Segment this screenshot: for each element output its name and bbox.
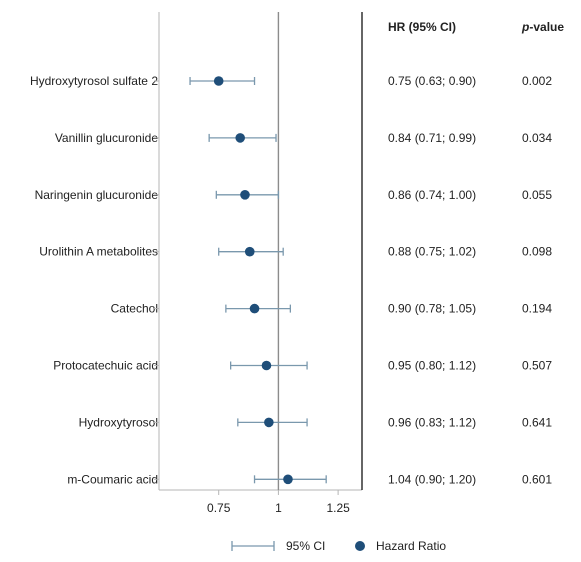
p-value: 0.641 xyxy=(522,415,552,429)
hazard-ratio-point xyxy=(261,360,272,371)
pvalue-column-header: p-value xyxy=(521,20,564,34)
hr-ci-value: 0.95 (0.80; 1.12) xyxy=(388,359,476,373)
x-tick-label: 1 xyxy=(275,501,282,515)
p-value: 0.601 xyxy=(522,472,552,486)
forest-row: Catechol 0.90 (0.78; 1.05) 0.194 xyxy=(111,302,553,316)
hazard-ratio-point xyxy=(283,474,293,485)
hr-ci-value: 0.84 (0.71; 0.99) xyxy=(388,131,476,145)
p-value: 0.507 xyxy=(522,359,552,373)
x-tick-label: 1.25 xyxy=(326,501,350,515)
forest-row: Naringenin glucuronide 0.86 (0.74; 1.00) 0… xyxy=(35,188,553,202)
hazard-ratio-point xyxy=(235,133,245,143)
p-value: 0.034 xyxy=(522,131,552,145)
row-label: m-Coumaric acid xyxy=(67,472,158,486)
forest-row: Vanillin glucuronide 0.84 (0.71; 0.99) 0.0… xyxy=(55,131,553,145)
forest-row: Hydroxytyrosol sulfate 2 0.75 (0.63; 0.90… xyxy=(30,74,552,88)
hazard-ratio-point xyxy=(213,76,224,86)
hazard-ratio-point xyxy=(240,190,250,200)
hr-ci-value: 1.04 (0.90; 1.20) xyxy=(388,472,476,486)
forest-row: Hydroxytyrosol 0.96 (0.83; 1.12) 0.641 xyxy=(79,415,553,429)
forest-row: m-Coumaric acid 1.04 (0.90; 1.20) 0.601 xyxy=(67,472,552,486)
row-label: Vanillin glucuronide xyxy=(55,131,159,145)
forest-row: Urolithin A metabolites 0.88 (0.75; 1.02)… xyxy=(39,245,552,259)
legend: 95% CI Hazard Ratio xyxy=(231,539,446,553)
p-value: 0.194 xyxy=(522,302,552,316)
hazard-ratio-point xyxy=(244,246,255,257)
hr-ci-value: 0.75 (0.63; 0.90) xyxy=(388,74,476,88)
hazard-ratio-point xyxy=(264,417,274,428)
pvalue-header-p: p xyxy=(521,20,529,34)
legend-point-marker xyxy=(355,541,365,551)
hr-ci-value: 0.88 (0.75; 1.02) xyxy=(388,245,476,259)
hr-ci-value: 0.86 (0.74; 1.00) xyxy=(388,188,476,202)
legend-point-label: Hazard Ratio xyxy=(376,539,446,553)
p-value: 0.098 xyxy=(522,245,552,259)
hazard-ratio-point xyxy=(249,303,260,314)
row-label: Protocatechuic acid xyxy=(53,359,158,373)
p-value: 0.002 xyxy=(522,74,552,88)
row-label: Naringenin glucuronide xyxy=(35,188,159,202)
row-label: Urolithin A metabolites xyxy=(39,245,158,259)
p-value: 0.055 xyxy=(522,188,552,202)
legend-ci-label: 95% CI xyxy=(286,539,325,553)
pvalue-header-rest: -value xyxy=(529,20,564,34)
x-tick-label: 0.75 xyxy=(207,501,231,515)
forest-row: Protocatechuic acid 0.95 (0.80; 1.12) 0.50… xyxy=(53,359,552,373)
hr-ci-value: 0.90 (0.78; 1.05) xyxy=(388,302,476,316)
row-label: Hydroxytyrosol xyxy=(79,415,158,429)
hr-column-header: HR (95% CI) xyxy=(388,20,456,34)
row-label: Catechol xyxy=(111,302,158,316)
hr-ci-value: 0.96 (0.83; 1.12) xyxy=(388,415,476,429)
row-label: Hydroxytyrosol sulfate 2 xyxy=(30,74,158,88)
